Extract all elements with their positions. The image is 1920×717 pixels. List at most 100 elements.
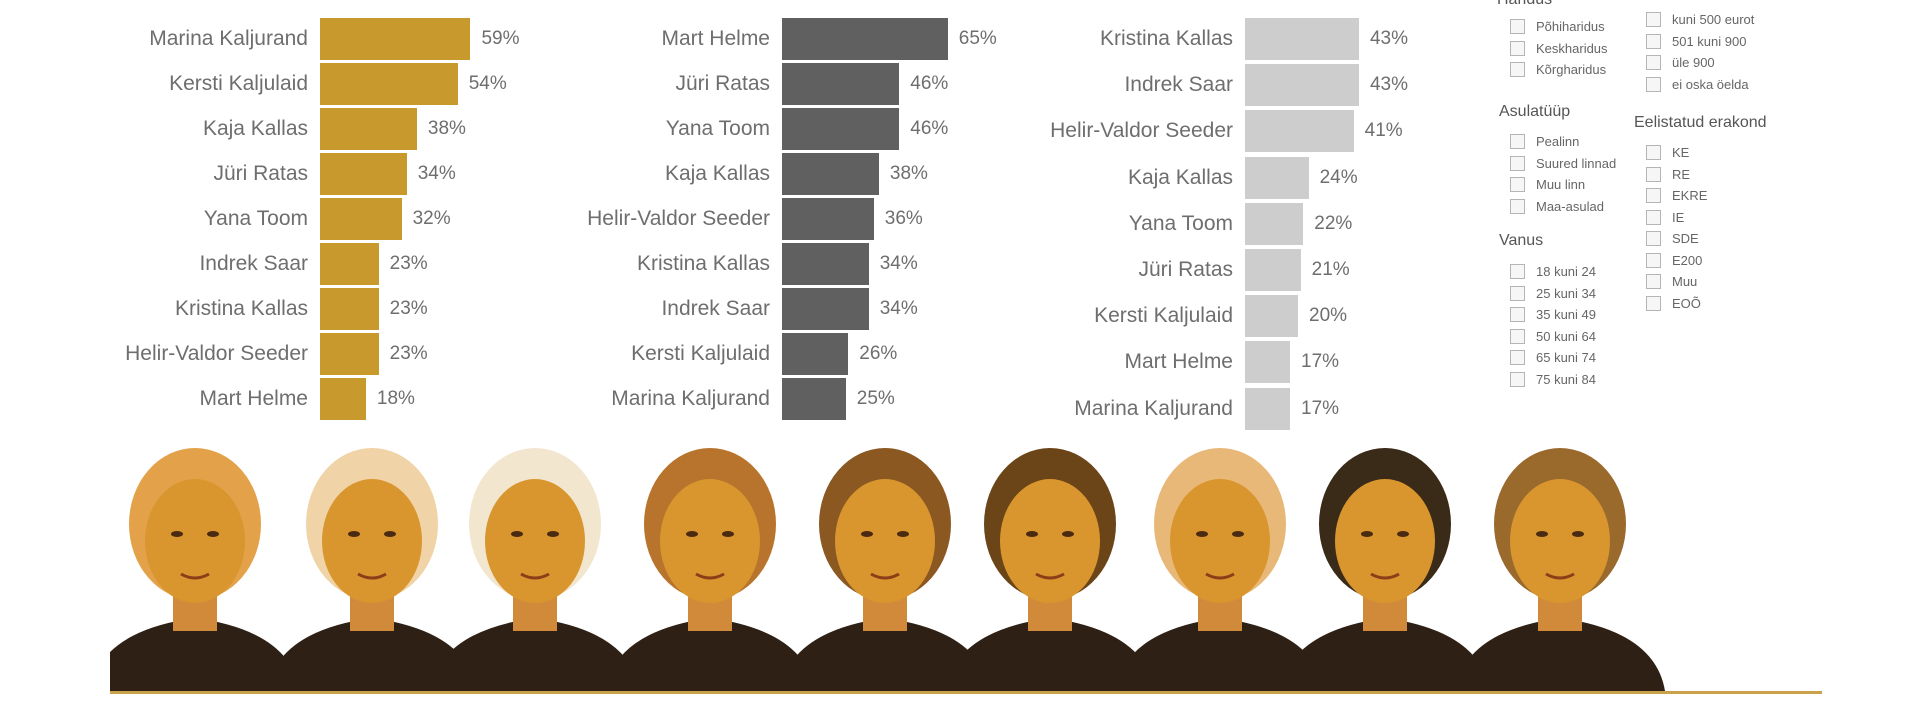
checkbox[interactable] [1646,55,1661,70]
filter-option-label: EOÕ [1672,295,1701,311]
checkbox[interactable] [1510,285,1525,301]
bar [320,333,379,375]
checkbox[interactable] [1510,371,1525,387]
bar-row: Indrek Saar 34% [450,288,1050,330]
bar-label: Helir-Valdor Seeder [587,207,770,230]
portrait-eye [1026,531,1038,537]
portrait-shoulders [780,618,990,691]
checkbox[interactable] [1646,252,1661,268]
portrait-eye [547,531,559,537]
filter-option-label: 18 kuni 24 [1536,264,1596,279]
bar-value-label: 17% [1301,397,1340,419]
portrait-eye [348,531,360,537]
bar-label: Kaja Kallas [1127,165,1233,189]
checkbox[interactable] [1510,177,1525,192]
bar-value-label: 23% [389,298,428,319]
checkbox[interactable] [1510,198,1525,214]
bar-row: Indrek Saar 23% [0,243,600,285]
portrait [1280,448,1490,691]
bar-label: Kristina Kallas [1099,27,1233,50]
bar-row: Kaja Kallas 24% [900,156,1500,199]
bar-label: Mart Helme [1124,350,1233,374]
bar-value-label: 34% [879,253,918,274]
checkbox[interactable] [1646,209,1661,225]
checkbox[interactable] [1646,12,1661,27]
filter-option-label: 35 kuni 49 [1536,307,1596,322]
filter-option-label: RE [1672,166,1691,182]
portrait-face [145,479,245,603]
portrait-mouth [1545,572,1575,580]
checkbox[interactable] [1510,155,1525,171]
filter-option-label: IE [1672,209,1685,225]
bar-value-label: 32% [412,208,451,229]
bar [782,243,869,285]
bar [1245,110,1354,153]
bar-value-label: 38% [427,118,466,139]
checkbox[interactable] [1646,231,1661,246]
checkbox[interactable] [1646,33,1661,49]
filter-option-label: kuni 500 eurot [1672,12,1755,27]
portrait-face [485,479,585,603]
checkbox[interactable] [1646,274,1661,289]
portrait-shoulders [267,618,477,691]
portrait-face [660,479,760,603]
checkbox[interactable] [1646,166,1661,182]
bar-value-label: 26% [859,343,898,364]
bar-row: Kersti Kaljulaid 26% [450,333,1050,375]
bar-row: Helir-Valdor Seeder 23% [0,333,600,375]
bar-label: Kaja Kallas [664,162,770,185]
portrait-eye [722,531,734,537]
checkbox[interactable] [1510,134,1525,149]
checkbox[interactable] [1510,264,1525,279]
bar-row: Kristina Kallas 43% [900,18,1500,60]
filter-option-label: Keskharidus [1536,40,1608,56]
portrait-mouth [695,572,725,580]
checkbox[interactable] [1510,19,1525,34]
bar [782,378,846,420]
bar-row: Yana Toom 22% [900,202,1500,245]
checkbox[interactable] [1510,328,1525,344]
bar-row: Jüri Ratas 46% [450,63,1050,105]
filter-option-label: üle 900 [1672,55,1715,70]
bar [1245,156,1309,199]
bar-label: Mart Helme [661,27,770,50]
checkbox[interactable] [1510,307,1525,322]
filter-heading-erakond: Eelistatud erakond [1634,114,1767,131]
filter-option-label: E200 [1672,252,1703,268]
checkbox[interactable] [1510,350,1525,365]
checkbox[interactable] [1646,145,1661,160]
portrait-face [835,479,935,603]
bar-label: Mart Helme [199,387,308,410]
bar-value-label: 38% [889,163,928,184]
bar-row: Kersti Kaljulaid 54% [0,63,600,105]
portrait-shoulders [90,618,300,691]
bar-value-label: 21% [1311,259,1350,280]
bar-value-label: 59% [481,28,520,49]
portrait-mouth [520,572,550,580]
portrait-eye [861,531,873,537]
checkbox[interactable] [1646,76,1661,92]
bar-row: Yana Toom 32% [0,198,600,240]
portrait [1455,448,1665,691]
bar-row: Helir-Valdor Seeder 36% [450,198,1050,240]
bar-row: Marina Kaljurand 59% [0,18,600,60]
filter-option-label: 501 kuni 900 [1672,33,1747,49]
portrait-mouth [1035,572,1065,580]
portrait-face [1510,479,1610,603]
checkbox[interactable] [1646,295,1661,311]
checkbox[interactable] [1510,40,1525,56]
checkbox[interactable] [1510,62,1525,77]
bar-label: Kersti Kaljulaid [169,72,308,95]
portrait-baseline [110,691,1822,694]
bar-value-label: 46% [910,73,949,94]
bar [1245,249,1301,291]
bar [320,63,458,105]
portrait-mouth [1370,572,1400,580]
filter-heading-asulatyyp: Asulatüüp [1499,103,1571,120]
checkbox[interactable] [1646,188,1661,203]
bar-label: Kersti Kaljulaid [631,342,770,365]
bar-label: Helir-Valdor Seeder [125,342,308,365]
portrait-mouth [180,572,210,580]
filter-heading-vanus: Vanus [1499,232,1544,249]
portrait-face [1170,479,1270,603]
